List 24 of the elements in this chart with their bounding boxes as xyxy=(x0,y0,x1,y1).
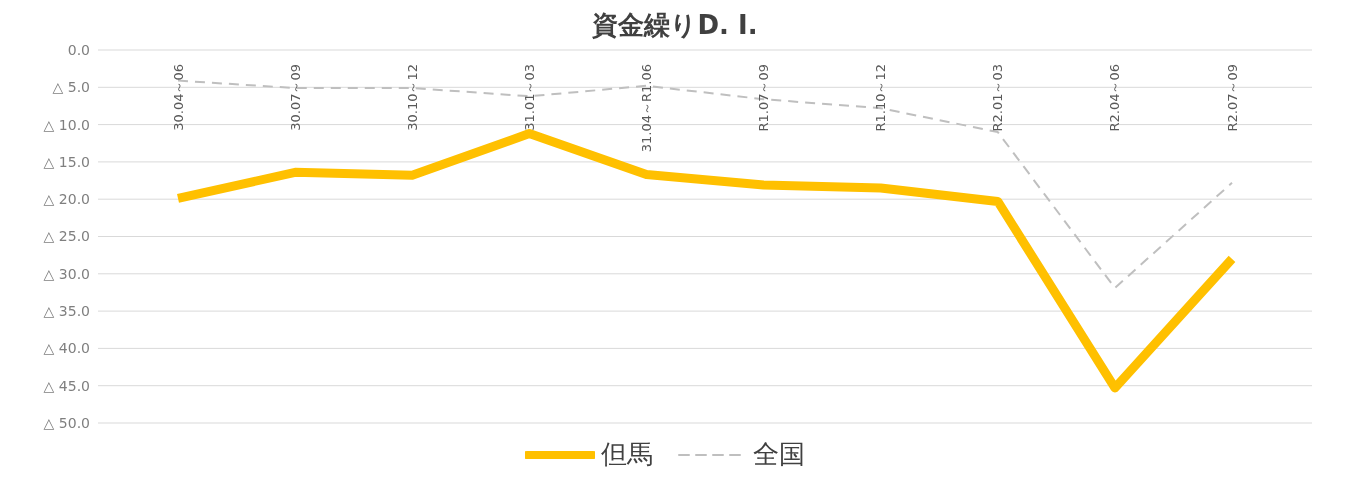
y-tick-label: △ 45.0 xyxy=(43,377,90,394)
y-tick-label: △ 15.0 xyxy=(43,153,90,170)
x-tick-label: 31.01～03 xyxy=(521,64,537,131)
x-tick-label: R2.01～03 xyxy=(990,64,1006,132)
x-tick-label: 30.04～06 xyxy=(170,64,186,131)
x-tick-label: R2.07～09 xyxy=(1224,64,1240,132)
legend-label: 但馬 xyxy=(601,438,653,471)
y-tick-label: △ 40.0 xyxy=(43,340,90,357)
y-tick-label: △ 50.0 xyxy=(43,414,90,431)
y-tick-label: △ 10.0 xyxy=(43,116,90,133)
x-tick-label: 31.04～R1.06 xyxy=(638,64,654,153)
x-tick-label: R1.10～12 xyxy=(873,64,889,132)
y-tick-label: △ 20.0 xyxy=(43,191,90,208)
x-tick-label: 30.10～12 xyxy=(404,64,420,131)
y-tick-label: △ 30.0 xyxy=(43,265,90,282)
y-tick-label: △ 5.0 xyxy=(52,79,90,96)
x-tick-label: 30.07～09 xyxy=(287,64,303,131)
x-tick-label: R1.07～09 xyxy=(756,64,772,132)
y-tick-label: △ 35.0 xyxy=(43,303,90,320)
y-tick-label: 0.0 xyxy=(67,41,90,58)
x-tick-label: R2.04～06 xyxy=(1107,64,1123,132)
legend-label: 全国 xyxy=(753,438,805,471)
chart-title: 資金繰りD. I. xyxy=(591,9,759,42)
y-tick-label: △ 25.0 xyxy=(43,228,90,245)
